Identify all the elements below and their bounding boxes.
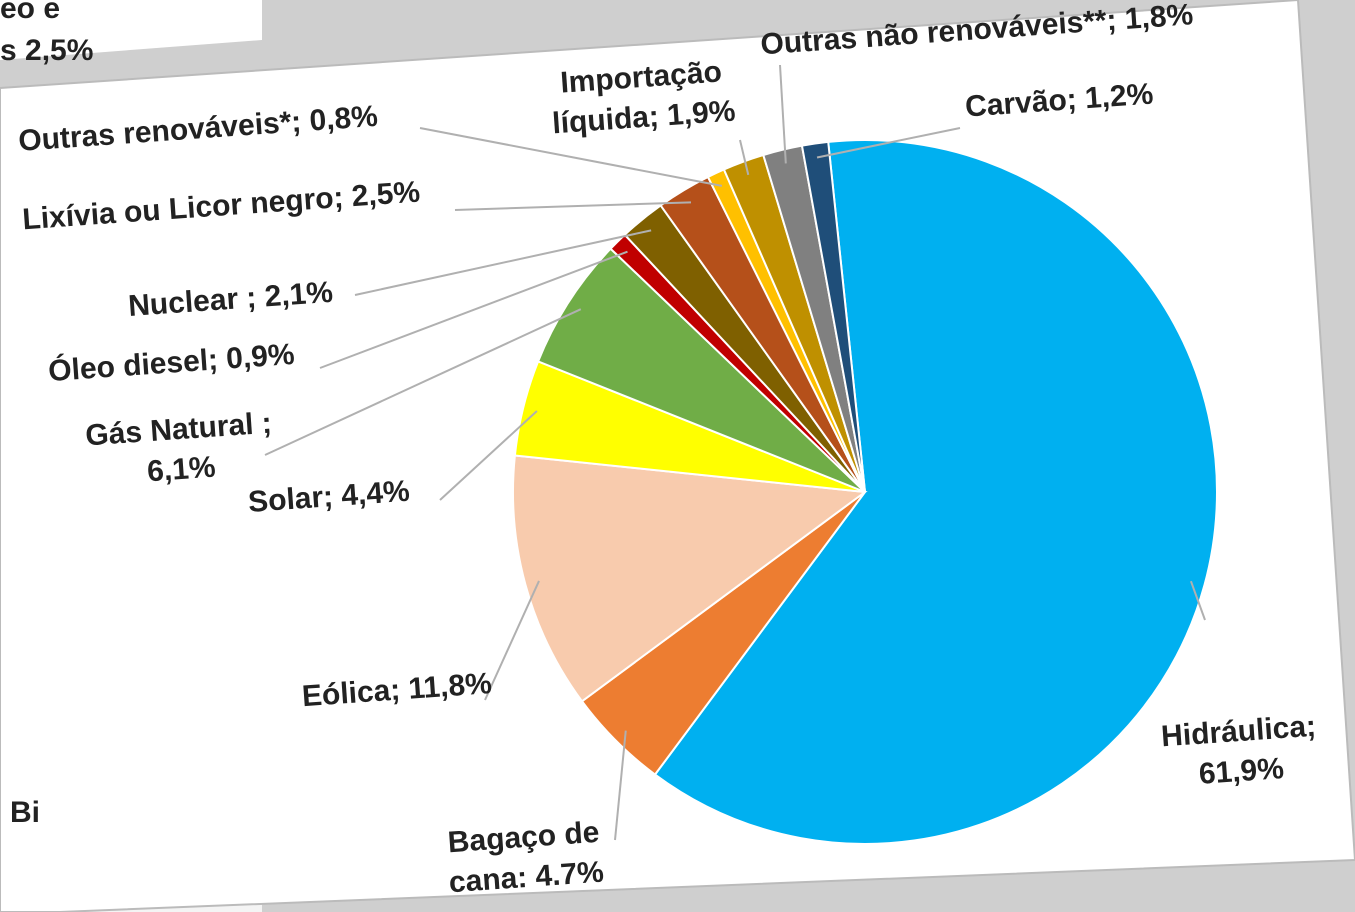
pie-slice: [800, 140, 866, 493]
leader-line: [454, 201, 692, 211]
slice-label: Bagaço de cana: 4.7%: [446, 815, 605, 900]
leader-line: [264, 308, 582, 456]
leader-line: [739, 139, 750, 176]
fragment: eo e: [0, 0, 61, 25]
leader-line: [419, 127, 723, 187]
leader-line: [319, 250, 628, 369]
pie: [264, 64, 1218, 845]
leader-line: [439, 410, 538, 501]
leader-line: [779, 64, 787, 164]
leader-line: [484, 580, 540, 701]
pie-slice: [653, 139, 1218, 845]
slice-label: Hidráulica; 61,9%: [1160, 709, 1318, 791]
slice-label: Gás Natural ; 6,1%: [84, 406, 273, 489]
leader-line: [614, 730, 627, 841]
pie-slice: [536, 247, 866, 493]
leader-line: [1189, 580, 1206, 621]
back-card: [0, 0, 262, 60]
pie-slice: [512, 454, 868, 703]
fragment: Bi: [10, 796, 40, 829]
leader-line: [354, 229, 652, 296]
slice-label: Importação líquida; 1,9%: [551, 55, 737, 141]
leader-line: [816, 127, 961, 159]
fragment: s 2,5%: [0, 34, 94, 67]
